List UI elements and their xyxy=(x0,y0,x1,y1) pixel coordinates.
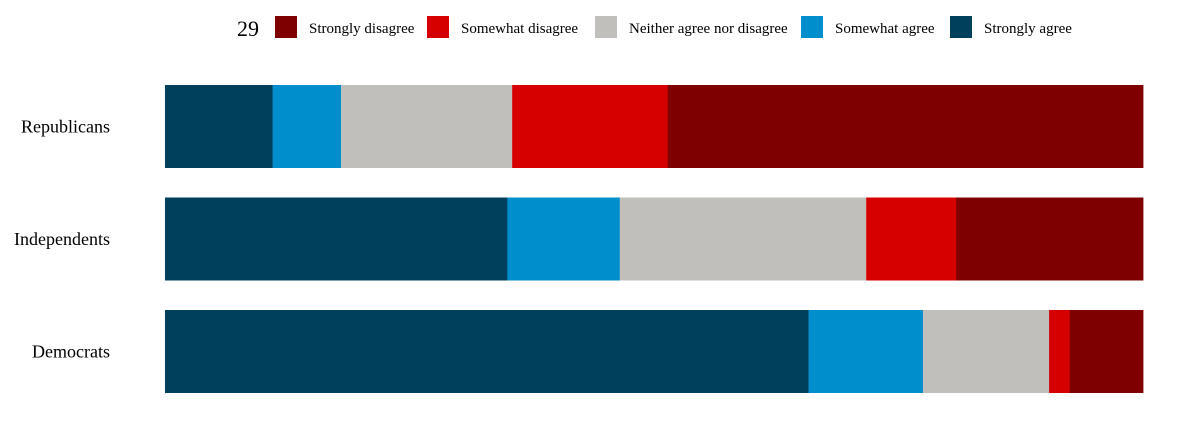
bar-segment-republicans-strongly-agree xyxy=(165,85,273,168)
bar-segment-independents-somewhat-disagree xyxy=(866,197,957,281)
legend-label-somewhat-disagree: Somewhat disagree xyxy=(461,21,578,37)
bar-segment-independents-strongly-disagree xyxy=(956,197,1144,281)
bars xyxy=(165,85,1144,393)
legend-label-strongly-agree: Strongly agree xyxy=(984,21,1072,37)
bar-segment-republicans-strongly-disagree xyxy=(667,85,1144,168)
bar-segment-independents-somewhat-agree xyxy=(507,197,621,281)
legend-label-neither-agree-nor-disagree: Neither agree nor disagree xyxy=(629,21,788,37)
legend: 29 Strongly disagree Somewhat disagree Nei… xyxy=(237,16,1072,41)
category-label-democrats: Democrats xyxy=(32,342,110,362)
legend-swatch-somewhat-agree xyxy=(801,16,823,38)
category-label-republicans: Republicans xyxy=(21,117,110,137)
bar-segment-democrats-strongly-agree xyxy=(165,310,809,393)
legend-swatch-neither-agree-nor-disagree xyxy=(595,16,617,38)
legend-label-somewhat-agree: Somewhat agree xyxy=(835,21,935,37)
legend-swatch-strongly-disagree xyxy=(275,16,297,38)
legend-swatch-somewhat-disagree xyxy=(427,16,449,38)
bar-segment-democrats-neither-agree-nor-disagree xyxy=(922,310,1050,393)
category-labels: Republicans Independents Democrats xyxy=(14,117,110,362)
bar-segment-independents-neither-agree-nor-disagree xyxy=(619,197,867,281)
legend-label-strongly-disagree: Strongly disagree xyxy=(309,21,415,37)
bar-segment-democrats-strongly-disagree xyxy=(1069,310,1144,393)
legend-number: 29 xyxy=(237,16,259,41)
legend-swatch-strongly-agree xyxy=(950,16,972,38)
bar-segment-democrats-somewhat-disagree xyxy=(1049,310,1071,393)
bar-segment-independents-strongly-agree xyxy=(165,197,508,281)
bar-segment-republicans-somewhat-agree xyxy=(272,85,342,168)
bar-segment-republicans-neither-agree-nor-disagree xyxy=(341,85,513,168)
bar-segment-democrats-somewhat-agree xyxy=(808,310,924,393)
bar-segment-republicans-somewhat-disagree xyxy=(512,85,669,168)
category-label-independents: Independents xyxy=(14,229,110,249)
